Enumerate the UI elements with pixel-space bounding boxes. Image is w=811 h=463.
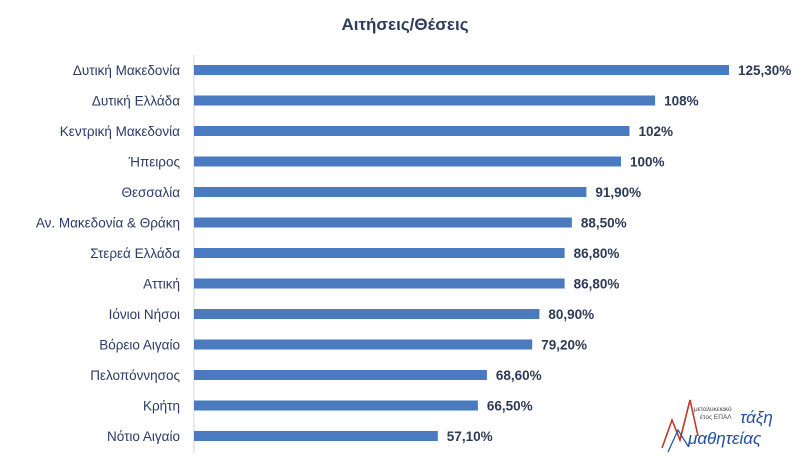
bar [194,217,572,228]
value-label: 102% [639,124,674,139]
category-label: Πελοπόννησος [90,368,180,383]
value-label: 68,60% [496,368,542,383]
value-label: 91,90% [595,185,641,200]
value-label: 88,50% [581,216,627,231]
category-label: Ιόνιοι Νήσοι [109,307,180,322]
category-label: Νότιο Αιγαίο [107,429,180,444]
value-label: 108% [664,94,699,109]
value-label: 86,80% [574,277,620,292]
logo-small-text-1: μεταλυκειακό [694,405,732,413]
category-label: Αν. Μακεδονία & Θράκη [36,216,180,231]
category-label: Δυτική Ελλάδα [92,94,180,109]
bar [194,95,656,106]
bar [194,156,621,167]
bar [194,65,729,75]
logo-word-2: μαθητείας [687,429,762,448]
bar [194,309,540,319]
bar [194,400,478,411]
category-label: Ήπειρος [128,155,181,170]
bar [194,126,630,136]
value-label: 66,50% [487,399,533,414]
bar [194,339,533,350]
logo-small-text-2: έτος ΕΠΑΛ [700,413,732,421]
bar [194,370,487,380]
chart-title: Αιτήσεις/Θέσεις [341,15,468,34]
value-label: 86,80% [574,246,620,261]
category-label: Κεντρική Μακεδονία [60,124,180,139]
category-label: Αττική [143,277,180,292]
logo-swoosh-accent-icon [667,428,689,453]
value-label: 100% [630,155,665,170]
value-label: 125,30% [738,63,791,78]
bar-group [194,65,729,441]
category-label: Θεσσαλία [121,185,180,200]
category-label: Βόρειο Αιγαίο [99,338,180,353]
value-label: 57,10% [447,429,493,444]
bar [194,278,565,289]
value-labels: 125,30% 108% 102% 100% 91,90% 88,50% 86,80% 86,… [447,63,791,444]
value-label: 79,20% [541,338,587,353]
brand-logo: μεταλυκειακό έτος ΕΠΑΛ τάξη μαθητείας [661,399,773,453]
value-label: 80,90% [548,307,594,322]
category-label: Στερεά Ελλάδα [90,246,180,261]
category-labels: Δυτική Μακεδονία Δυτική Ελλάδα Κεντρική Μα… [36,63,181,444]
logo-word-1: τάξη [740,408,773,427]
category-label: Κρήτη [143,399,180,414]
logo-swoosh-icon [661,399,699,449]
bar [194,187,587,197]
bar [194,431,438,441]
bar [194,248,565,258]
category-label: Δυτική Μακεδονία [73,63,180,78]
